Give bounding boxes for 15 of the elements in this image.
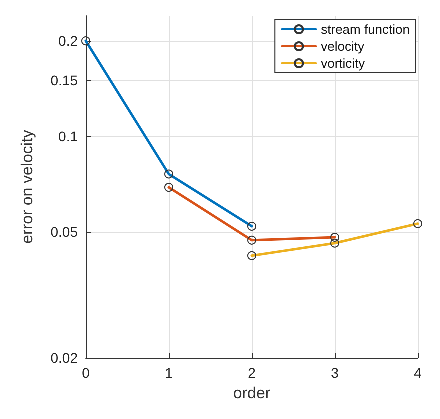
y-tick-label: 0.15 <box>50 72 78 89</box>
legend-label: stream function <box>321 22 410 37</box>
x-tick-label: 3 <box>331 365 340 381</box>
x-axis-title: order <box>233 386 272 402</box>
x-tick-label: 4 <box>414 365 422 381</box>
x-tick-label: 0 <box>82 365 90 381</box>
x-tick-label: 1 <box>165 365 174 381</box>
y-tick-label: 0.2 <box>58 33 78 50</box>
y-tick-label: 0.1 <box>58 128 78 144</box>
y-tick-label: 0.02 <box>50 350 78 366</box>
x-tick-label: 2 <box>248 365 256 381</box>
legend-label: vorticity <box>321 56 366 71</box>
y-axis-title: error on velocity <box>20 130 36 244</box>
legend-label: velocity <box>321 39 365 54</box>
y-tick-label: 0.05 <box>50 224 78 240</box>
